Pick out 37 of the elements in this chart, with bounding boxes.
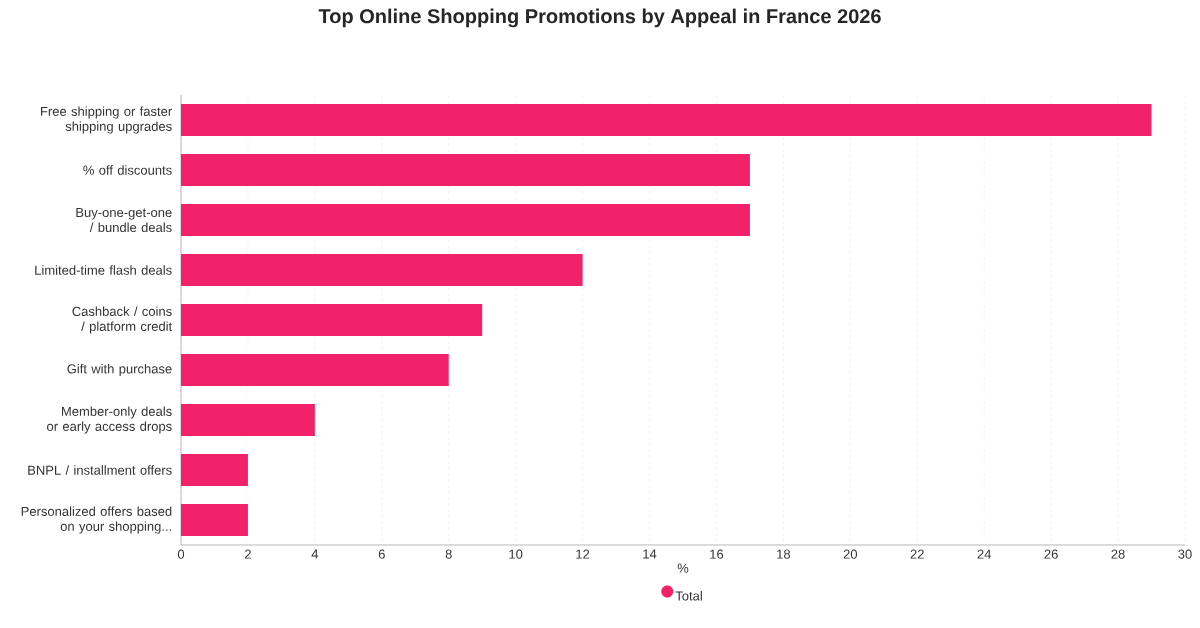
x-tick-label: 16 (710, 549, 724, 559)
x-tick-label: 6 (378, 549, 385, 559)
x-tick-label: 4 (311, 549, 319, 559)
y-tick-label: Free shipping or faster shipping upgrades (41, 106, 172, 134)
bar (181, 104, 1152, 136)
bar (181, 203, 750, 236)
y-tick-label: % off discounts (83, 165, 172, 175)
x-tick-label: 2 (244, 549, 251, 559)
y-tick-label: Member-only deals or early access drops (47, 406, 172, 434)
x-tick-label: 22 (910, 549, 924, 559)
bar (181, 303, 483, 336)
x-tick-label: 20 (843, 549, 858, 559)
x-tick-label: 14 (643, 549, 657, 559)
bar (181, 153, 750, 186)
x-tick-label: 8 (445, 549, 452, 559)
bar (181, 353, 449, 386)
bar (181, 453, 248, 486)
y-tick-label: Buy-one-get-one / bundle deals (76, 207, 172, 233)
x-tick-label: 28 (1111, 549, 1125, 559)
x-tick-label: 0 (177, 549, 185, 559)
x-tick-label: 10 (509, 549, 523, 559)
x-tick-label: 24 (977, 549, 992, 559)
legend-label: Total (675, 590, 702, 601)
y-tick-label: Limited-time flash deals (35, 265, 172, 275)
y-tick-label: BNPL / installment offers (28, 465, 172, 475)
bar (181, 253, 583, 286)
y-tick-label: Personalized offers based on your shopping... (21, 506, 172, 534)
chart-title: Top Online Shopping Promotions by Appeal in France 2026 (318, 8, 881, 28)
bar (181, 503, 248, 536)
x-tick-label: 30 (1178, 549, 1192, 559)
bar (181, 403, 315, 436)
y-tick-label: Cashback / coins / platform credit (72, 306, 173, 334)
x-tick-label: 12 (576, 549, 590, 559)
x-tick-label: 26 (1044, 549, 1058, 559)
x-tick-label: 18 (777, 549, 791, 559)
y-tick-label: Gift with purchase (67, 363, 172, 377)
x-axis-title: % (677, 563, 689, 573)
